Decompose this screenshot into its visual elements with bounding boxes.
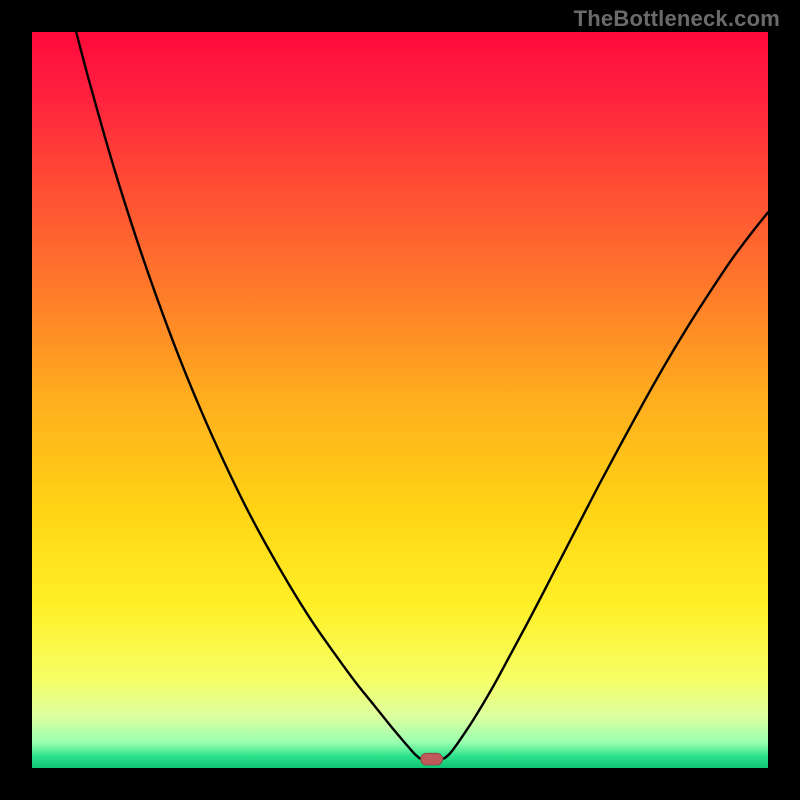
watermark-text: TheBottleneck.com — [574, 6, 780, 32]
gradient-background — [32, 32, 768, 768]
plot-area — [32, 32, 768, 768]
chart-svg — [32, 32, 768, 768]
minimum-marker — [421, 753, 443, 765]
chart-frame: TheBottleneck.com — [0, 0, 800, 800]
